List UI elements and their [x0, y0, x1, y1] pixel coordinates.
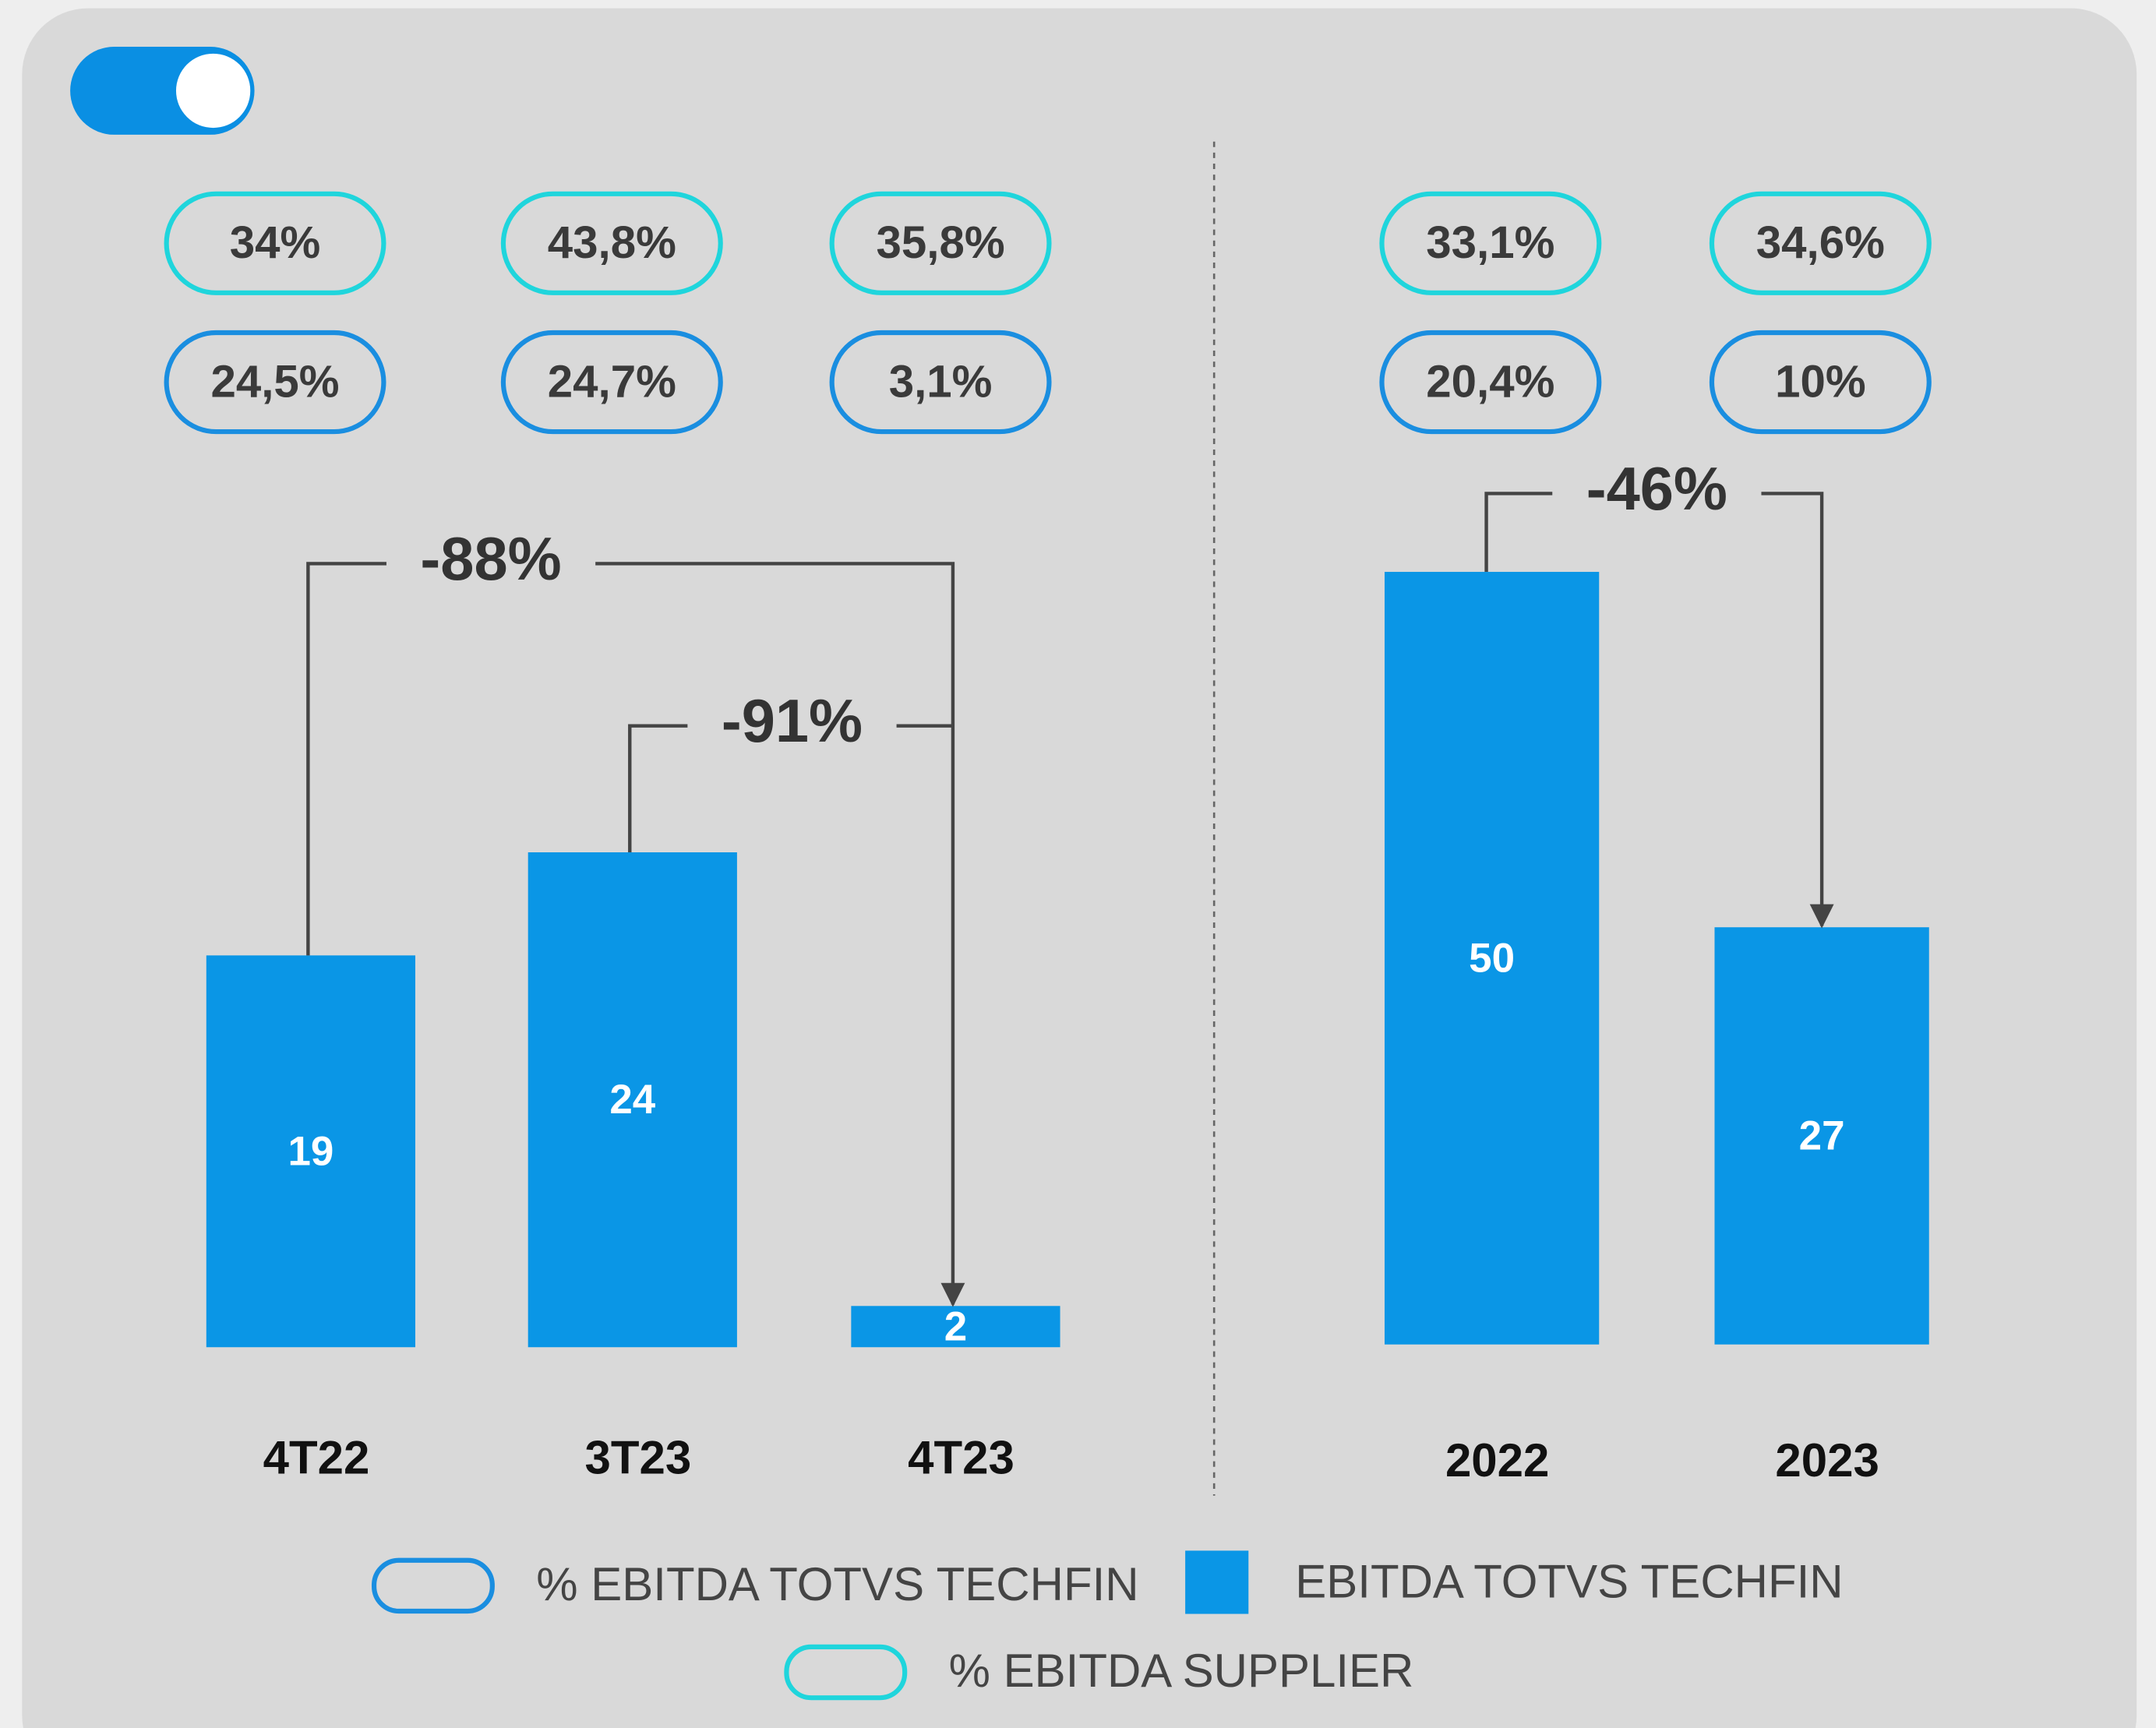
category-label: 4T22 — [263, 1432, 370, 1484]
annotation-gap — [1552, 455, 1762, 532]
bar — [206, 955, 416, 1348]
category-label: 2022 — [1445, 1434, 1549, 1486]
legend-swatch — [1185, 1550, 1249, 1614]
bar-value-label: 50 — [1469, 935, 1515, 981]
percent-label: 20,4% — [1426, 356, 1554, 407]
toggle-knob[interactable] — [175, 53, 251, 129]
percent-label: 33,1% — [1426, 217, 1554, 268]
legend-label: % EBITDA TOTVS TECHFIN — [536, 1558, 1138, 1610]
bar — [851, 1306, 1060, 1348]
annotation-gap — [687, 687, 897, 765]
percent-pill — [829, 330, 1052, 435]
bar — [1384, 572, 1600, 1345]
percent-pill — [1709, 191, 1932, 295]
legend-label: EBITDA TOTVS TECHFIN — [1295, 1555, 1843, 1607]
toggle[interactable] — [70, 46, 255, 135]
percent-label: 24,5% — [210, 356, 339, 407]
category-label: 2023 — [1775, 1434, 1879, 1486]
bar-value-label: 27 — [1799, 1113, 1845, 1158]
percent-pill — [1379, 330, 1602, 435]
change-annotation: -46% — [1586, 456, 1727, 523]
legend-label: % EBITDA SUPPLIER — [949, 1645, 1414, 1697]
change-annotation: -91% — [722, 688, 863, 755]
percent-label: 3,1% — [889, 356, 993, 407]
percent-label: 24,7% — [548, 356, 676, 407]
change-annotation: -88% — [420, 526, 561, 593]
category-label: 4T23 — [908, 1432, 1014, 1484]
percent-label: 34% — [230, 217, 321, 268]
percent-label: 34,6% — [1756, 217, 1885, 268]
percent-label: 43,8% — [548, 217, 676, 268]
percent-label: 10% — [1775, 356, 1866, 407]
bar — [1714, 927, 1929, 1345]
percent-pill — [829, 191, 1052, 295]
percent-pill — [1379, 191, 1602, 295]
percent-pill — [164, 330, 386, 435]
percent-pill — [500, 191, 723, 295]
bar-value-label: 2 — [944, 1303, 967, 1349]
bar-value-label: 19 — [288, 1128, 333, 1174]
category-label: 3T23 — [584, 1432, 691, 1484]
annotation-gap — [386, 525, 596, 602]
percent-pill — [164, 191, 386, 295]
bar-value-label: 24 — [609, 1077, 655, 1123]
legend-swatch — [371, 1557, 495, 1614]
legend-swatch — [784, 1644, 908, 1701]
percent-pill — [500, 330, 723, 435]
bracket — [306, 562, 965, 1307]
percent-label: 35,8% — [877, 217, 1005, 268]
bar — [528, 852, 737, 1348]
percent-pill — [1709, 330, 1932, 435]
